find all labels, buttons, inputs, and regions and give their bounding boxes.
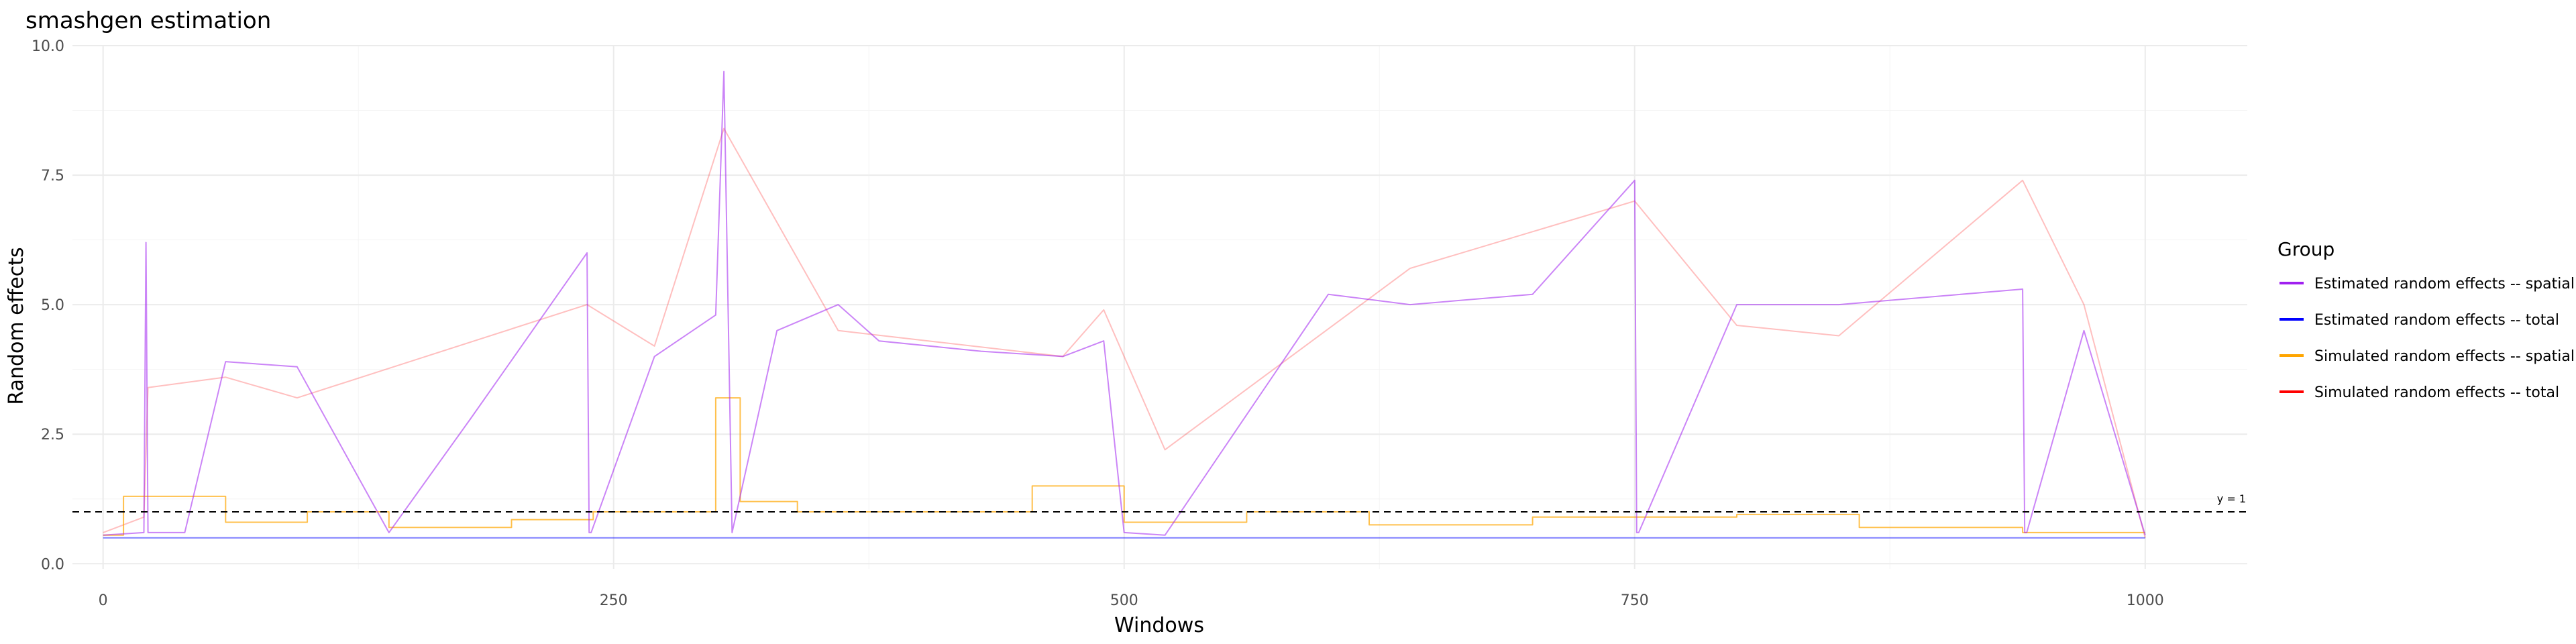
x-tick-label: 500 — [1110, 592, 1138, 609]
legend-label-2: Simulated random effects -- spatial — [2314, 348, 2575, 365]
y-axis-ticks: 0.0 2.5 5.0 7.5 10.0 — [32, 38, 64, 573]
legend-label-1: Estimated random effects -- total — [2314, 312, 2559, 329]
legend-label-0: Estimated random effects -- spatial — [2314, 276, 2575, 292]
grid-minor — [72, 46, 2247, 569]
reference-line-label: y = 1 — [2217, 492, 2246, 505]
y-tick-label: 2.5 — [41, 427, 64, 443]
x-axis-ticks: 0 250 500 750 1000 — [99, 592, 2164, 609]
series-layer — [103, 70, 2146, 539]
grid-major — [72, 45, 2247, 569]
x-axis-title: Windows — [1114, 614, 1204, 637]
reference-line: y = 1 — [72, 492, 2247, 513]
legend-label-3: Simulated random effects -- total — [2314, 384, 2559, 401]
x-tick-label: 1000 — [2127, 592, 2164, 609]
legend-title: Group — [2277, 238, 2334, 260]
legend: Group Estimated random effects -- spatia… — [2277, 238, 2575, 401]
x-tick-label: 0 — [99, 592, 108, 609]
chart-title: smashgen estimation — [25, 7, 271, 34]
x-tick-label: 250 — [600, 592, 628, 609]
series-line-2 — [103, 397, 2145, 536]
y-tick-label: 10.0 — [32, 38, 64, 55]
y-tick-label: 0.0 — [41, 556, 64, 573]
y-tick-label: 7.5 — [41, 168, 64, 184]
series-line-0 — [103, 70, 2146, 536]
y-tick-label: 5.0 — [41, 297, 64, 314]
y-axis-title: Random effects — [5, 247, 28, 405]
x-tick-label: 750 — [1621, 592, 1649, 609]
